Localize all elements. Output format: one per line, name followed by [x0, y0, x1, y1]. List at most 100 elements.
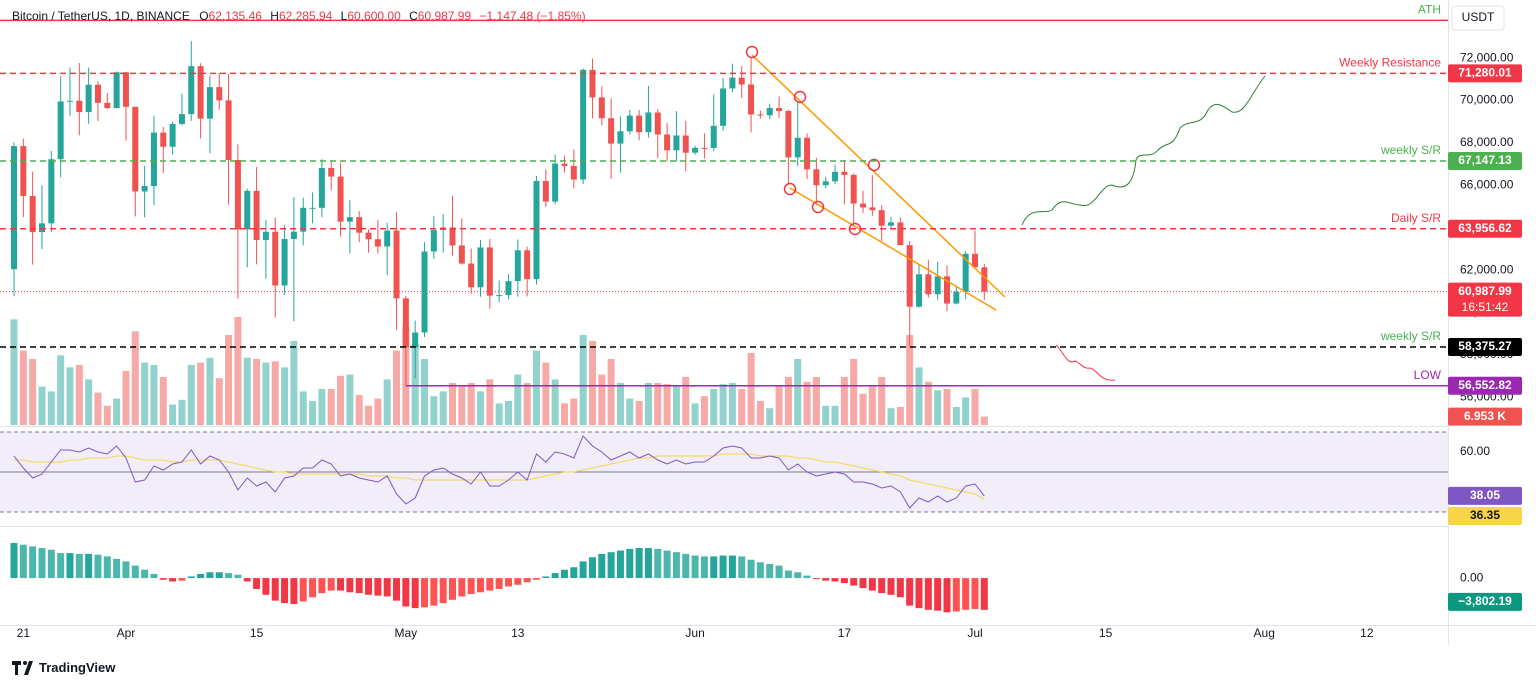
macd-bar [365, 578, 373, 595]
candle-body [682, 135, 689, 153]
volume-bar [915, 367, 923, 425]
level-name: weekly S/R [1380, 143, 1441, 157]
volume-bar [579, 334, 587, 425]
macd-bar [598, 553, 606, 579]
candle-body [281, 239, 288, 286]
macd-bar [514, 578, 522, 585]
candle-body [384, 230, 391, 247]
x-tick-label: 15 [1099, 626, 1113, 640]
x-tick-label: Jul [967, 626, 982, 640]
volume-bar [197, 362, 205, 425]
volume-bar [831, 405, 839, 425]
macd-bar [141, 569, 149, 579]
macd-bar [579, 561, 587, 579]
candle-body [869, 207, 876, 211]
candle-body [141, 185, 148, 192]
back-layer: 56,000.0058,000.0060,000.0062,000.0064,0… [0, 50, 1514, 640]
candle-body [729, 77, 736, 89]
level-tag: 67,147.13 [1458, 153, 1512, 167]
volume-bar [934, 390, 942, 425]
volume-bar [365, 405, 373, 425]
macd-bar [159, 578, 167, 580]
macd-bar [393, 578, 401, 601]
volume-bar [616, 382, 624, 425]
volume-bar [103, 405, 111, 425]
close: 60,987.99 [417, 9, 472, 23]
macd-bar [122, 561, 130, 579]
macd-bar [980, 578, 988, 610]
macd-bar [169, 578, 177, 582]
macd-bar [290, 578, 298, 604]
volume-bar [822, 405, 830, 425]
candle-body [561, 163, 568, 166]
macd-tag-bg [1448, 592, 1522, 611]
macd-bar [458, 578, 466, 597]
macd-bar [616, 550, 624, 579]
touch-point [867, 158, 881, 172]
macd-bar [822, 578, 830, 581]
volume-bar [206, 357, 214, 425]
volume-bar [850, 358, 858, 425]
candle-body [48, 159, 55, 224]
macd-bar [850, 578, 858, 586]
candle-body [804, 137, 811, 170]
volume-bar [299, 391, 307, 425]
macd-bar [281, 578, 289, 604]
macd-bar [747, 559, 755, 579]
macd-bar [644, 548, 652, 579]
level-tag-bg [1448, 376, 1522, 395]
touch-point [783, 182, 797, 196]
candle-body [290, 231, 297, 240]
macd-bar [486, 578, 494, 591]
candle-body [664, 134, 671, 151]
volume-bar [747, 352, 755, 425]
x-tick-label: Jun [685, 626, 704, 640]
macd-bar [878, 578, 886, 594]
macd-bar [906, 578, 914, 606]
candle-body [953, 291, 960, 304]
macd-bar [411, 578, 419, 609]
volume-bar [19, 350, 27, 425]
candle-body [785, 110, 792, 158]
volume-bar [309, 400, 317, 425]
macd-bar [346, 578, 354, 593]
candle-body [720, 88, 727, 126]
macd-bar [943, 578, 951, 613]
x-tick-label: 17 [838, 626, 852, 640]
symbol: Bitcoin / TetherUS, 1D, BINANCE [12, 9, 190, 23]
volume-bar [504, 400, 512, 425]
legend-header: Bitcoin / TetherUS, 1D, BINANCE O62,135.… [12, 9, 591, 23]
macd-bar [439, 578, 447, 604]
brand-name: TradingView [39, 660, 116, 675]
macd-bar [234, 574, 242, 579]
rsi-tag: 38.05 [1470, 488, 1500, 502]
candle-body [356, 217, 363, 233]
candle-body [225, 100, 232, 161]
volume-bar [952, 406, 960, 425]
macd-bar [430, 578, 438, 606]
macd-bar [859, 578, 867, 589]
price-tag: 60,987.99 [1458, 284, 1512, 298]
volume-bar [215, 378, 223, 425]
x-tick-label: 13 [511, 626, 525, 640]
volume-tag-bg [1448, 407, 1522, 426]
candle-body [906, 245, 913, 307]
macd-bar [766, 563, 774, 579]
candle-body [776, 107, 783, 111]
volume-bar [728, 382, 736, 425]
macd-bar [318, 578, 326, 594]
level-tag: 63,956.62 [1458, 221, 1512, 235]
volume-bar [570, 398, 578, 425]
volume-bar [588, 340, 596, 425]
macd-bar [467, 578, 475, 594]
macd-bar [831, 578, 839, 582]
volume-bar [141, 362, 149, 425]
candle-body [794, 137, 801, 158]
candle-body [813, 169, 820, 186]
candle-body [94, 84, 101, 103]
candle-body [402, 298, 409, 348]
volume-bar [94, 392, 102, 425]
candle-body [925, 274, 932, 295]
candle-body [981, 267, 988, 292]
volume-bar [421, 358, 429, 425]
